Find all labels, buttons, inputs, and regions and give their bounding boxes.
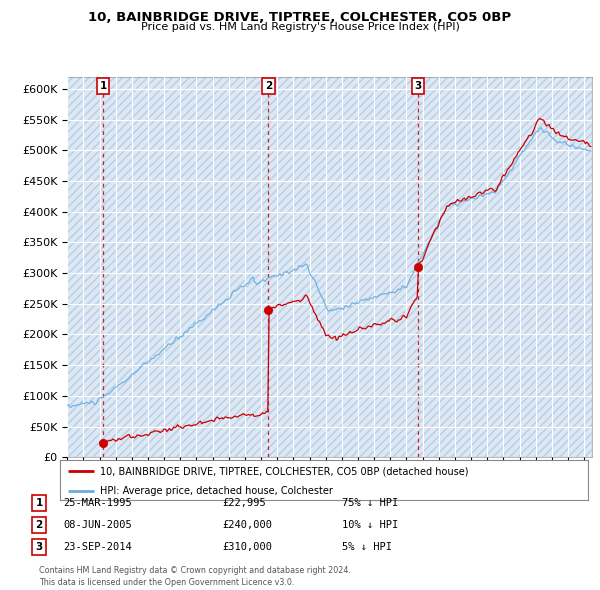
Text: Price paid vs. HM Land Registry's House Price Index (HPI): Price paid vs. HM Land Registry's House … (140, 22, 460, 32)
Text: 3: 3 (35, 542, 43, 552)
Text: £240,000: £240,000 (222, 520, 272, 530)
Text: HPI: Average price, detached house, Colchester: HPI: Average price, detached house, Colc… (100, 487, 332, 497)
Text: £310,000: £310,000 (222, 542, 272, 552)
Text: 25-MAR-1995: 25-MAR-1995 (63, 498, 132, 507)
Text: 1: 1 (35, 498, 43, 507)
Text: 10, BAINBRIDGE DRIVE, TIPTREE, COLCHESTER, CO5 0BP: 10, BAINBRIDGE DRIVE, TIPTREE, COLCHESTE… (88, 11, 512, 24)
Text: Contains HM Land Registry data © Crown copyright and database right 2024.
This d: Contains HM Land Registry data © Crown c… (39, 566, 351, 587)
Text: 5% ↓ HPI: 5% ↓ HPI (342, 542, 392, 552)
Text: 23-SEP-2014: 23-SEP-2014 (63, 542, 132, 552)
Text: 10% ↓ HPI: 10% ↓ HPI (342, 520, 398, 530)
Text: 1: 1 (100, 81, 107, 91)
Text: 2: 2 (35, 520, 43, 530)
Text: 08-JUN-2005: 08-JUN-2005 (63, 520, 132, 530)
Text: £22,995: £22,995 (222, 498, 266, 507)
Text: 2: 2 (265, 81, 272, 91)
Text: 10, BAINBRIDGE DRIVE, TIPTREE, COLCHESTER, CO5 0BP (detached house): 10, BAINBRIDGE DRIVE, TIPTREE, COLCHESTE… (100, 467, 468, 477)
Text: 75% ↓ HPI: 75% ↓ HPI (342, 498, 398, 507)
Text: 3: 3 (415, 81, 422, 91)
